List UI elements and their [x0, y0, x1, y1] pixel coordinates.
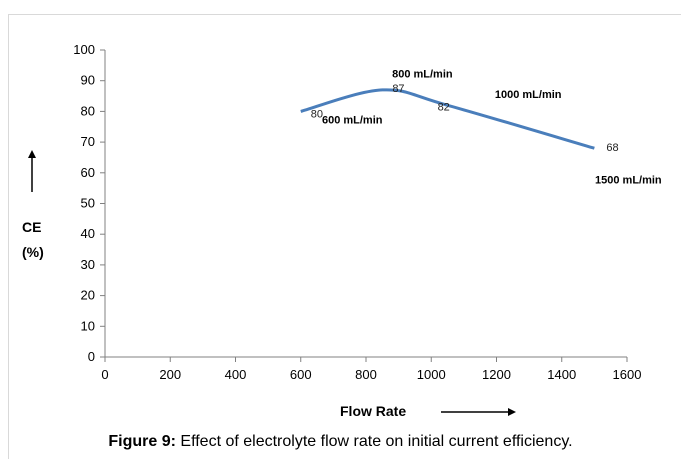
y-axis: 0 10 20 30 40 50 60 70 80 90 100: [73, 42, 106, 364]
y-tick-label: 30: [81, 257, 95, 272]
data-label: 87: [392, 83, 404, 95]
x-tick-label: 400: [225, 367, 247, 382]
y-tick-label: 100: [73, 42, 95, 57]
y-tick-label: 50: [81, 196, 95, 211]
figure-frame: [8, 14, 681, 459]
chart: 0 10 20 30 40 50 60 70 80 90 100 0 200 400 600 800 1000…: [22, 42, 662, 419]
y-tick-label: 40: [81, 226, 95, 241]
y-tick-label: 0: [88, 349, 95, 364]
y-tick-label: 70: [81, 134, 95, 149]
y-tick-label: 60: [81, 165, 95, 180]
x-tick-label: 200: [159, 367, 181, 382]
x-axis: 0 200 400 600 800 1000 1200 1400 1600: [101, 356, 642, 382]
y-tick-label: 10: [81, 318, 95, 333]
y-axis-arrow: [28, 150, 36, 192]
x-tick-label: 1400: [547, 367, 576, 382]
y-axis-title-line2: (%): [22, 244, 44, 260]
figure-caption: Figure 9: Effect of electrolyte flow rat…: [0, 433, 681, 451]
y-tick-label: 90: [81, 73, 95, 88]
flow-rate-annotation: 600 mL/min: [322, 115, 383, 127]
x-tick-label: 1600: [613, 367, 642, 382]
x-tick-label: 1000: [417, 367, 446, 382]
ce-series-line: [300, 88, 595, 150]
caption-text: Effect of electrolyte flow rate on initi…: [175, 433, 573, 450]
annotations: 600 mL/min 800 mL/min 1000 mL/min 1500 mL/m…: [322, 69, 662, 187]
flow-rate-annotation: 1500 mL/min: [595, 175, 662, 187]
x-tick-label: 600: [290, 367, 312, 382]
x-axis-arrow: [441, 408, 516, 416]
x-tick-label: 1200: [482, 367, 511, 382]
flow-rate-annotation: 800 mL/min: [392, 69, 453, 81]
data-label: 82: [438, 101, 450, 113]
series: [300, 88, 595, 150]
data-label: 80: [311, 108, 323, 120]
y-tick-label: 20: [81, 288, 95, 303]
data-labels: 80 87 82 68: [311, 83, 619, 154]
caption-label: Figure 9:: [108, 433, 176, 450]
x-tick-label: 0: [101, 367, 108, 382]
y-axis-title-line1: CE: [22, 219, 41, 235]
x-tick-label: 800: [355, 367, 377, 382]
data-label: 68: [606, 142, 618, 154]
y-tick-label: 80: [81, 103, 95, 118]
x-axis-title: Flow Rate: [340, 403, 406, 419]
flow-rate-annotation: 1000 mL/min: [495, 89, 562, 101]
